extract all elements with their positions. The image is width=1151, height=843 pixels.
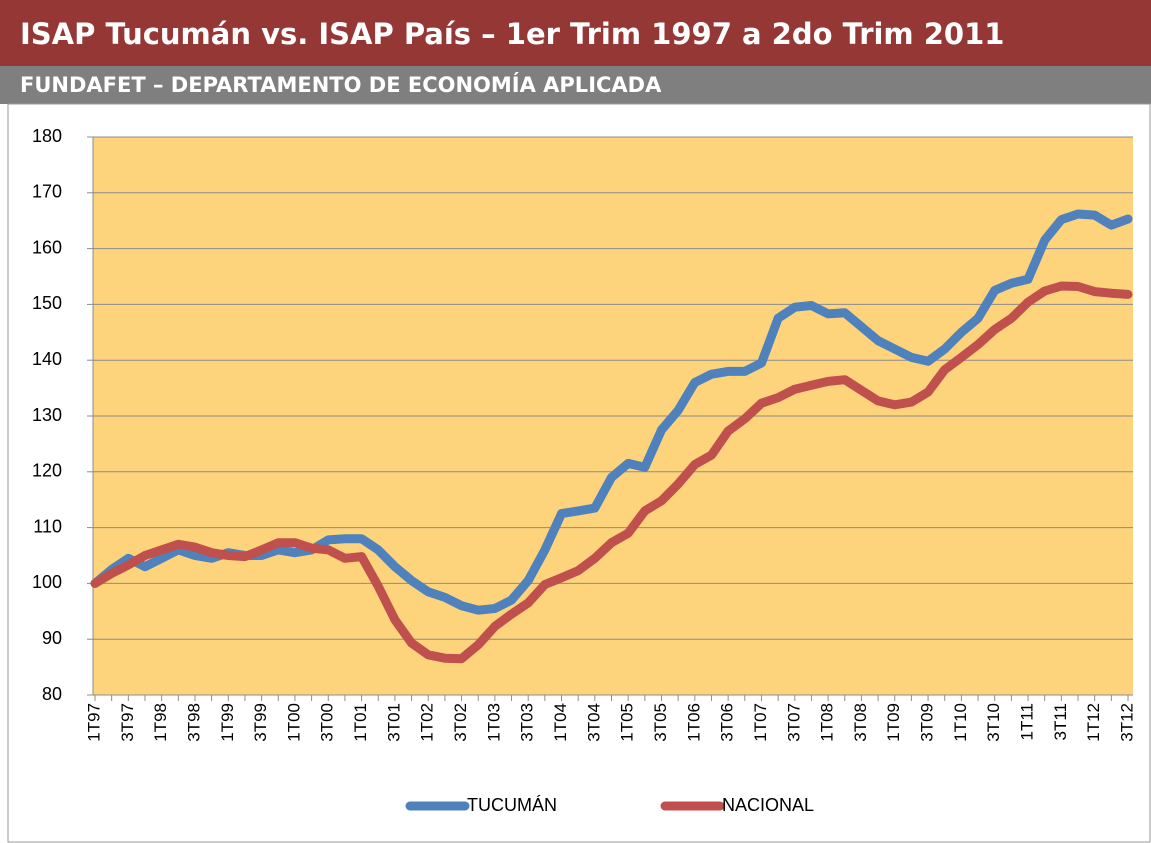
x-tick-label: 1T00 bbox=[284, 703, 303, 742]
x-tick-label: 1T11 bbox=[1018, 703, 1037, 741]
x-tick-label: 1T08 bbox=[818, 703, 837, 742]
chart-subtitle: FUNDAFET – DEPARTAMENTO DE ECONOMÍA APLI… bbox=[20, 72, 662, 97]
subtitle-bar bbox=[0, 66, 1151, 104]
legend-label: NACIONAL bbox=[722, 795, 814, 815]
x-tick-label: 3T99 bbox=[251, 703, 270, 742]
x-tick-label: 3T02 bbox=[451, 703, 470, 742]
title-bar bbox=[0, 0, 1151, 66]
x-tick-label: 3T04 bbox=[584, 703, 603, 742]
x-tick-label: 1T97 bbox=[84, 703, 103, 742]
legend-label: TUCUMÁN bbox=[467, 795, 557, 815]
x-tick-label: 3T10 bbox=[984, 703, 1003, 742]
y-tick-label: 140 bbox=[32, 349, 62, 369]
x-tick-label: 1T04 bbox=[551, 703, 570, 742]
x-tick-label: 3T07 bbox=[784, 703, 803, 742]
x-tick-label: 1T02 bbox=[418, 703, 437, 742]
x-tick-label: 3T03 bbox=[518, 703, 537, 742]
line-series bbox=[90, 281, 1133, 664]
y-tick-label: 90 bbox=[42, 628, 62, 648]
x-tick-label: 3T00 bbox=[318, 703, 337, 742]
x-tick-label: 1T12 bbox=[1084, 703, 1103, 742]
x-tick-label: 1T99 bbox=[218, 703, 237, 742]
y-tick-label: 180 bbox=[32, 126, 62, 146]
x-tick-label: 3T01 bbox=[384, 703, 403, 742]
chart-title: ISAP Tucumán vs. ISAP País – 1er Trim 19… bbox=[20, 17, 1004, 51]
x-tick-label: 1T07 bbox=[751, 703, 770, 742]
y-tick-label: 120 bbox=[32, 461, 62, 481]
x-tick-label: 1T06 bbox=[684, 703, 703, 742]
x-tick-label: 1T98 bbox=[151, 703, 170, 742]
x-tick-label: 3T09 bbox=[918, 703, 937, 742]
x-tick-label: 3T97 bbox=[118, 703, 137, 742]
x-tick-label: 1T01 bbox=[351, 703, 370, 742]
x-tick-label: 3T98 bbox=[184, 703, 203, 742]
y-tick-label: 160 bbox=[32, 237, 62, 257]
y-tick-label: 130 bbox=[32, 405, 62, 425]
y-tick-label: 100 bbox=[32, 572, 62, 592]
x-tick-label: 3T08 bbox=[851, 703, 870, 742]
y-tick-label: 170 bbox=[32, 182, 62, 202]
x-tick-label: 1T05 bbox=[618, 703, 637, 742]
x-tick-label: 3T06 bbox=[718, 703, 737, 742]
x-tick-label: 1T03 bbox=[484, 703, 503, 742]
x-tick-label: 1T10 bbox=[951, 703, 970, 742]
x-tick-label: 1T09 bbox=[884, 703, 903, 742]
x-tick-label: 3T12 bbox=[1117, 703, 1136, 742]
y-tick-label: 150 bbox=[32, 293, 62, 313]
x-tick-label: 3T05 bbox=[651, 703, 670, 742]
line-series bbox=[90, 209, 1133, 615]
y-tick-label: 80 bbox=[42, 684, 62, 704]
x-tick-label: 3T11 bbox=[1051, 703, 1070, 741]
y-tick-label: 110 bbox=[33, 516, 62, 536]
